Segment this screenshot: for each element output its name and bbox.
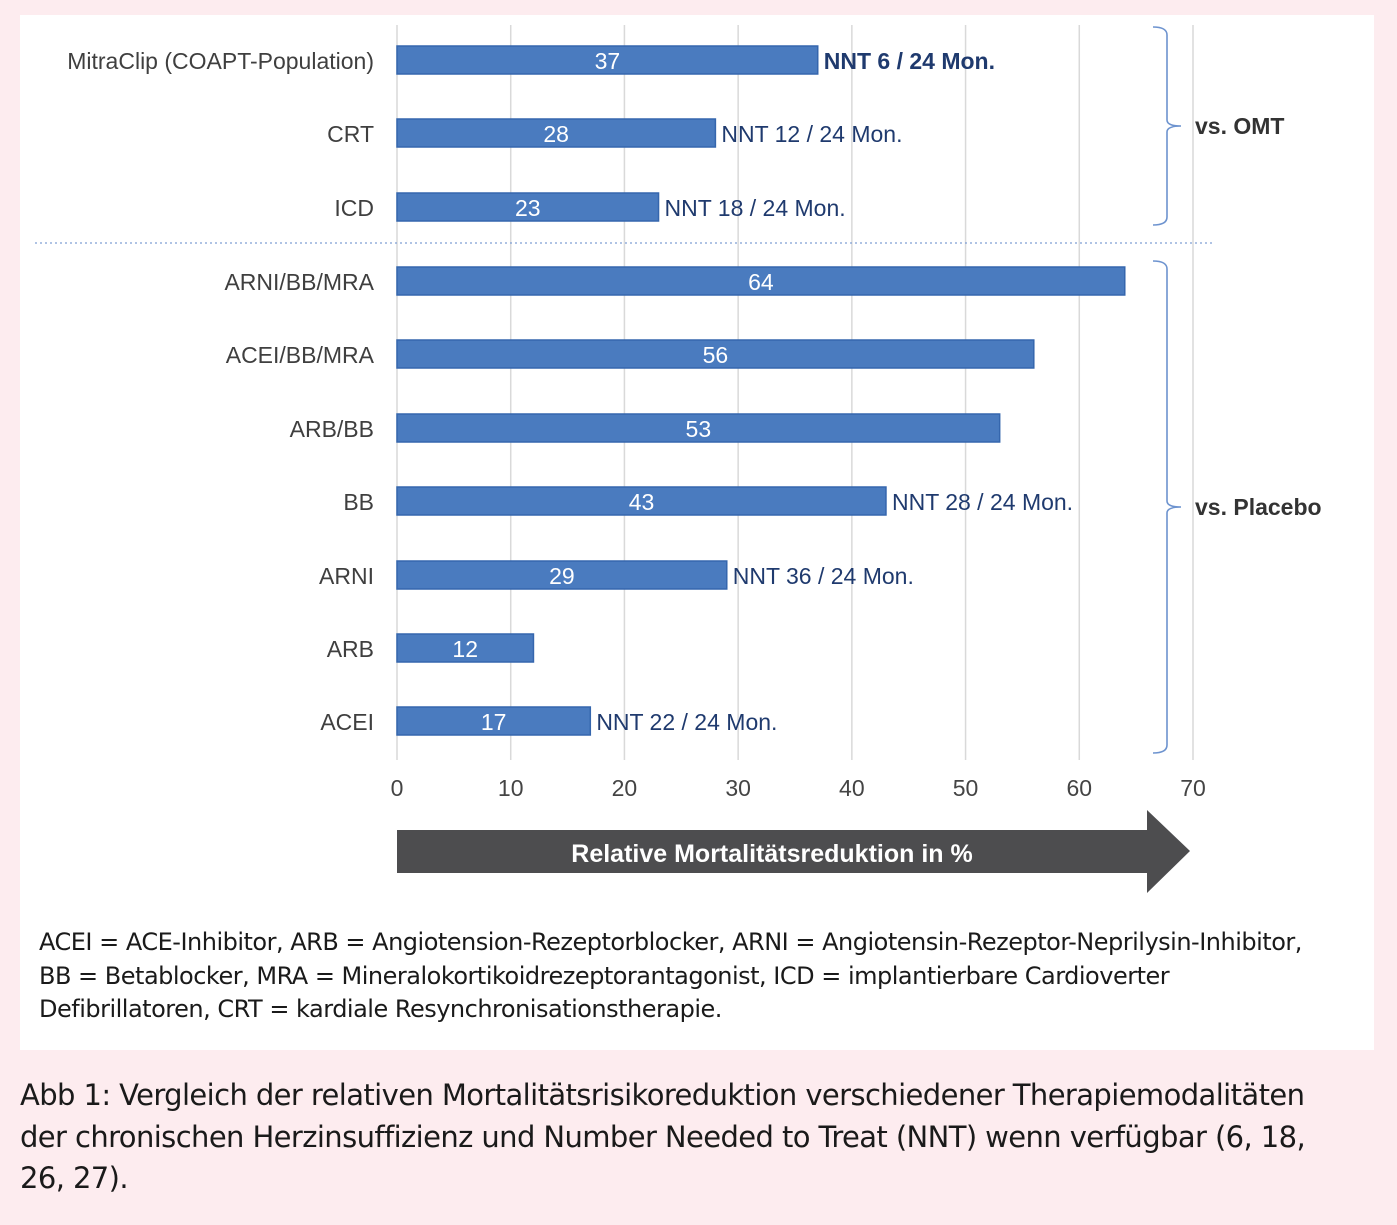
x-tick-label: 10 <box>498 775 524 801</box>
x-tick-label: 40 <box>839 775 865 801</box>
nnt-annotation: NNT 18 / 24 Mon. <box>665 195 846 221</box>
nnt-annotation: NNT 28 / 24 Mon. <box>892 489 1073 515</box>
bar <box>396 560 728 590</box>
category-label: CRT <box>327 121 374 147</box>
bar-value-label: 23 <box>515 195 541 221</box>
bar <box>396 118 717 148</box>
vs-placebo-label: vs. Placebo <box>1195 494 1322 520</box>
bar-value-label: 53 <box>686 416 712 442</box>
x-tick-label: 0 <box>391 775 404 801</box>
bar-value-label: 17 <box>481 709 507 735</box>
bar-value-label: 43 <box>629 489 655 515</box>
category-label: MitraClip (COAPT-Population) <box>67 48 374 74</box>
bar <box>396 633 535 663</box>
nnt-annotation: NNT 36 / 24 Mon. <box>733 563 914 589</box>
x-tick-label: 20 <box>612 775 638 801</box>
bar-value-label: 56 <box>703 342 729 368</box>
vs-omt-brace <box>1152 26 1182 226</box>
abbreviation-footnote: ACEI = ACE-Inhibitor, ARB = Angiotension… <box>39 928 1302 1023</box>
bar-chart: 0 10 20 30 40 50 60 70 MitraClip (COAPT-Populati… <box>35 25 1322 893</box>
bar <box>396 486 887 516</box>
category-label: ICD <box>334 195 374 221</box>
category-label: ACEI/BB/MRA <box>226 342 375 368</box>
category-label: BB <box>343 489 374 515</box>
category-label: ARB <box>327 636 374 662</box>
nnt-annotation: NNT 6 / 24 Mon. <box>824 48 995 74</box>
bar-value-label: 12 <box>452 636 478 662</box>
x-axis-arrow <box>397 810 1190 893</box>
bar-value-label: 29 <box>549 563 575 589</box>
bar <box>396 266 1126 296</box>
bar <box>396 339 1035 369</box>
vs-omt-label: vs. OMT <box>1195 113 1284 139</box>
x-tick-label: 30 <box>725 775 751 801</box>
x-tick-label: 60 <box>1066 775 1092 801</box>
category-label: ARNI <box>319 563 374 589</box>
bar-value-label: 64 <box>748 269 774 295</box>
category-label: ACEI <box>320 709 374 735</box>
bar-value-label: 28 <box>543 121 569 147</box>
x-tick-label: 50 <box>953 775 979 801</box>
bar <box>396 45 819 75</box>
bar <box>396 192 660 222</box>
x-tick-label: 70 <box>1180 775 1206 801</box>
figure-caption: Abb 1: Vergleich der relativen Mortalitä… <box>20 1078 1306 1195</box>
category-label: ARB/BB <box>290 416 374 442</box>
nnt-annotation: NNT 12 / 24 Mon. <box>721 121 902 147</box>
vs-placebo-brace <box>1152 260 1182 754</box>
x-axis-label: Relative Mortalitätsreduktion in % <box>571 840 972 868</box>
bar <box>396 706 592 736</box>
category-label: ARNI/BB/MRA <box>224 269 374 295</box>
nnt-annotation: NNT 22 / 24 Mon. <box>596 709 777 735</box>
bar-value-label: 37 <box>595 48 621 74</box>
bar <box>396 413 1001 443</box>
